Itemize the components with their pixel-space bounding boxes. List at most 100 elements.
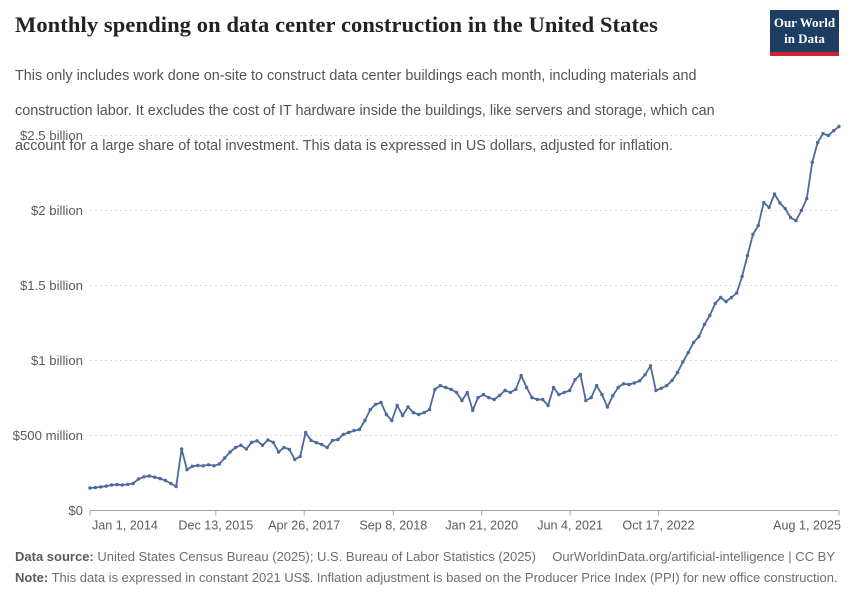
data-point-marker[interactable] xyxy=(546,403,550,408)
data-point-marker[interactable] xyxy=(573,377,577,382)
data-point-marker[interactable] xyxy=(303,430,308,435)
data-point-marker[interactable] xyxy=(783,206,787,211)
data-point-marker[interactable] xyxy=(815,140,820,145)
data-point-marker[interactable] xyxy=(799,208,804,213)
data-point-marker[interactable] xyxy=(400,413,405,418)
data-point-marker[interactable] xyxy=(465,390,469,395)
data-point-marker[interactable] xyxy=(228,450,232,454)
data-point-marker[interactable] xyxy=(665,383,669,388)
data-point-marker[interactable] xyxy=(691,340,696,345)
data-point-marker[interactable] xyxy=(821,131,825,136)
data-point-marker[interactable] xyxy=(250,440,254,444)
data-point-marker[interactable] xyxy=(287,447,292,452)
data-point-marker[interactable] xyxy=(508,390,513,395)
data-point-marker[interactable] xyxy=(217,462,221,466)
owid-link[interactable]: OurWorldinData.org/artificial-intelligen… xyxy=(552,549,835,564)
data-point-marker[interactable] xyxy=(708,313,712,318)
data-point-marker[interactable] xyxy=(368,407,372,412)
data-point-marker[interactable] xyxy=(169,481,173,486)
data-point-marker[interactable] xyxy=(621,382,626,386)
data-point-marker[interactable] xyxy=(357,427,362,432)
data-point-marker[interactable] xyxy=(330,438,335,443)
data-point-marker[interactable] xyxy=(805,196,809,201)
data-point-marker[interactable] xyxy=(244,447,248,451)
data-point-marker[interactable] xyxy=(99,485,103,489)
data-point-marker[interactable] xyxy=(611,394,615,398)
data-point-marker[interactable] xyxy=(390,418,394,423)
data-point-marker[interactable] xyxy=(190,464,195,468)
data-point-marker[interactable] xyxy=(131,481,135,486)
data-point-marker[interactable] xyxy=(276,450,281,454)
data-point-marker[interactable] xyxy=(670,378,674,383)
data-series-line[interactable] xyxy=(89,125,840,489)
data-point-marker[interactable] xyxy=(417,412,421,417)
data-point-marker[interactable] xyxy=(293,457,297,462)
data-point-marker[interactable] xyxy=(223,456,227,460)
data-point-marker[interactable] xyxy=(681,360,685,364)
data-point-marker[interactable] xyxy=(126,482,130,487)
data-point-marker[interactable] xyxy=(497,393,502,398)
data-point-marker[interactable] xyxy=(260,443,265,447)
data-point-marker[interactable] xyxy=(460,398,464,403)
data-point-marker[interactable] xyxy=(632,381,636,385)
data-point-marker[interactable] xyxy=(794,218,798,223)
data-point-marker[interactable] xyxy=(206,463,211,467)
data-point-marker[interactable] xyxy=(762,200,766,205)
data-point-marker[interactable] xyxy=(713,301,717,306)
data-point-marker[interactable] xyxy=(120,483,125,487)
data-point-marker[interactable] xyxy=(104,484,108,488)
data-point-marker[interactable] xyxy=(212,464,216,468)
data-point-marker[interactable] xyxy=(115,482,119,487)
data-point-marker[interactable] xyxy=(266,438,270,442)
data-point-marker[interactable] xyxy=(179,447,184,451)
data-point-marker[interactable] xyxy=(153,475,157,479)
data-point-marker[interactable] xyxy=(395,403,399,408)
data-point-marker[interactable] xyxy=(320,442,324,447)
data-point-marker[interactable] xyxy=(158,476,162,481)
data-point-marker[interactable] xyxy=(487,395,491,400)
data-point-marker[interactable] xyxy=(810,160,814,165)
data-point-marker[interactable] xyxy=(352,428,356,433)
data-point-marker[interactable] xyxy=(772,192,777,196)
data-point-marker[interactable] xyxy=(411,410,416,415)
data-point-marker[interactable] xyxy=(379,400,383,405)
data-point-marker[interactable] xyxy=(163,478,168,483)
data-point-marker[interactable] xyxy=(729,295,734,300)
data-point-marker[interactable] xyxy=(109,483,114,487)
data-point-marker[interactable] xyxy=(724,299,728,304)
data-point-marker[interactable] xyxy=(471,408,475,413)
data-point-marker[interactable] xyxy=(427,407,432,412)
data-point-marker[interactable] xyxy=(578,372,583,377)
data-point-marker[interactable] xyxy=(826,133,831,138)
data-point-marker[interactable] xyxy=(740,274,744,279)
data-point-marker[interactable] xyxy=(309,438,313,443)
data-point-marker[interactable] xyxy=(454,390,459,395)
data-point-marker[interactable] xyxy=(530,395,534,400)
data-point-marker[interactable] xyxy=(594,383,599,388)
data-point-marker[interactable] xyxy=(239,443,243,447)
data-point-marker[interactable] xyxy=(406,405,410,409)
data-point-marker[interactable] xyxy=(767,205,771,210)
data-point-marker[interactable] xyxy=(363,418,367,423)
data-point-marker[interactable] xyxy=(756,223,760,228)
data-point-marker[interactable] xyxy=(341,432,345,437)
data-series[interactable] xyxy=(88,124,841,490)
data-point-marker[interactable] xyxy=(514,387,518,392)
data-point-marker[interactable] xyxy=(422,410,426,415)
data-point-marker[interactable] xyxy=(519,373,523,378)
data-point-marker[interactable] xyxy=(233,445,238,450)
data-point-marker[interactable] xyxy=(373,402,378,407)
data-point-marker[interactable] xyxy=(702,322,707,327)
data-point-marker[interactable] xyxy=(298,454,302,459)
data-point-marker[interactable] xyxy=(535,397,539,402)
data-point-marker[interactable] xyxy=(654,388,658,393)
data-point-marker[interactable] xyxy=(551,385,556,390)
data-point-marker[interactable] xyxy=(837,124,841,129)
data-point-marker[interactable] xyxy=(314,440,319,445)
data-point-marker[interactable] xyxy=(605,405,610,409)
data-point-marker[interactable] xyxy=(541,397,545,402)
data-point-marker[interactable] xyxy=(255,439,259,443)
data-point-marker[interactable] xyxy=(481,392,486,397)
data-point-marker[interactable] xyxy=(735,291,739,295)
data-point-marker[interactable] xyxy=(174,484,178,489)
